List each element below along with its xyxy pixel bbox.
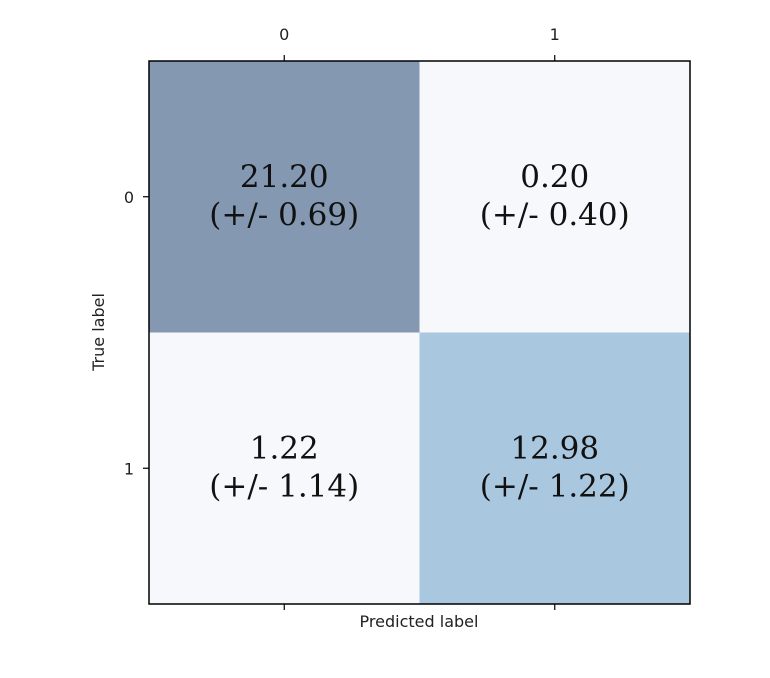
cell-annotations: 21.20(+/- 0.69)0.20(+/- 0.40)1.22(+/- 1.…	[209, 159, 629, 505]
y-tick-label-0: 0	[124, 188, 134, 207]
cell-std-0-1: (+/- 0.40)	[480, 197, 630, 233]
axis-ticks: 0 1 0 1	[124, 25, 560, 610]
plot-frame	[148, 60, 691, 605]
cell-std-1-1: (+/- 1.22)	[480, 468, 630, 504]
heatmap-cell-1-0	[149, 332, 420, 604]
y-axis-label: True label	[89, 293, 108, 372]
cell-value-1-0: 1.22	[250, 430, 319, 466]
cell-std-1-0: (+/- 1.14)	[209, 468, 359, 504]
heatmap-cell-0-0	[149, 61, 420, 333]
heatmap-cells	[149, 61, 690, 604]
x-tick-label-1: 1	[550, 25, 560, 44]
y-tick-label-1: 1	[124, 459, 134, 478]
heatmap-cell-1-1	[419, 332, 690, 604]
cell-value-0-0: 21.20	[240, 159, 329, 195]
cell-std-0-0: (+/- 0.69)	[209, 197, 359, 233]
cell-value-0-1: 0.20	[520, 159, 589, 195]
x-axis-label: Predicted label	[360, 612, 479, 631]
heatmap-cell-0-1	[419, 61, 690, 333]
x-tick-label-0: 0	[279, 25, 289, 44]
cell-value-1-1: 12.98	[510, 430, 599, 466]
